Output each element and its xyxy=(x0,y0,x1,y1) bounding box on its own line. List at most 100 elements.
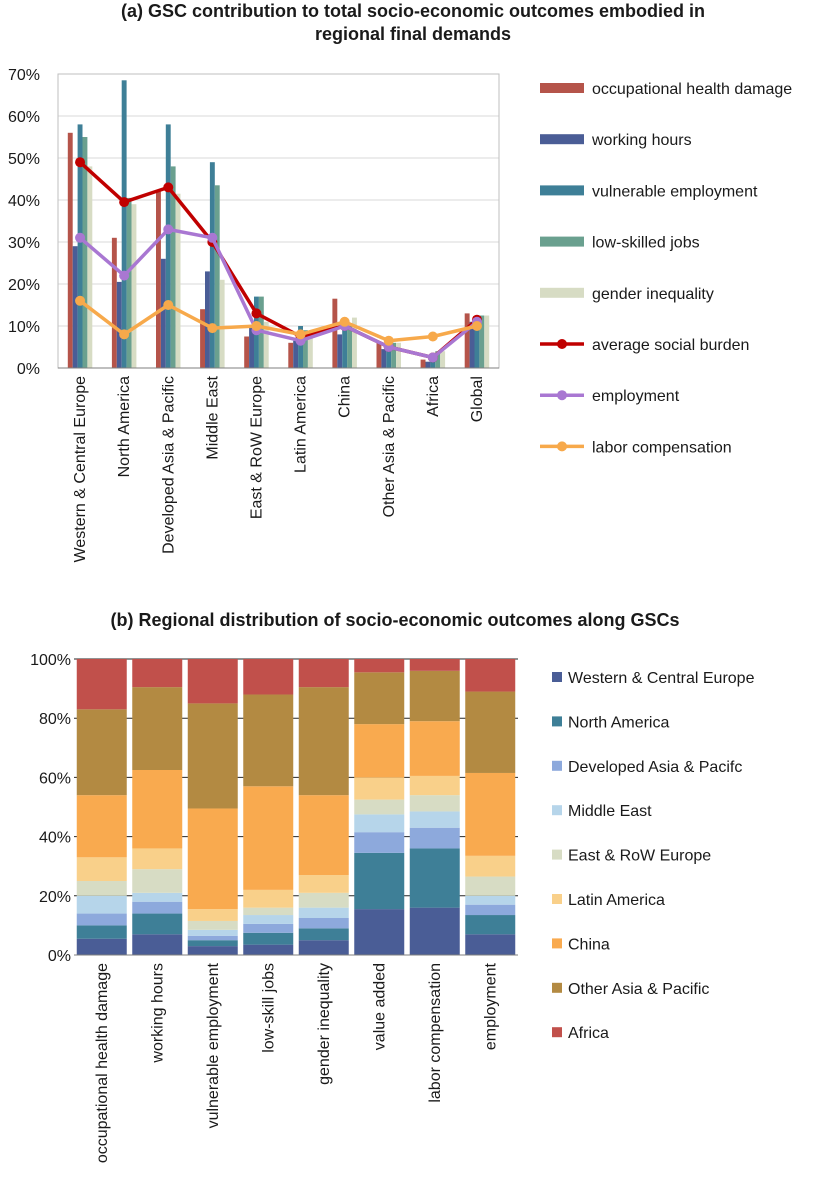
point-employment xyxy=(427,352,438,363)
legend-swatch-b xyxy=(552,760,562,771)
bar-working-hours xyxy=(469,321,475,368)
segment-western-and-central-europe xyxy=(132,934,183,955)
segment-north-america xyxy=(409,848,460,908)
bar-working-hours xyxy=(72,246,78,368)
bar-gender-inequality xyxy=(131,204,137,368)
y-tick-label-a: 10% xyxy=(8,319,40,336)
segment-china xyxy=(243,786,294,890)
y-tick-label-a: 40% xyxy=(8,193,40,210)
segment-east-and-row-europe xyxy=(243,907,294,916)
segment-africa xyxy=(298,659,349,688)
bar-occupational-health-damage xyxy=(420,359,426,368)
x-tick-label-b: vulnerable employment xyxy=(205,962,222,1128)
segment-western-and-central-europe xyxy=(298,940,349,955)
y-tick-label-a: 70% xyxy=(8,67,40,84)
segment-africa xyxy=(354,659,405,673)
segment-china xyxy=(187,808,238,910)
segment-middle-east xyxy=(465,895,516,905)
bar-low-skilled-jobs xyxy=(435,351,441,368)
bar-low-skilled-jobs xyxy=(214,185,220,368)
point-labor-compensation xyxy=(295,329,306,340)
legend-marker-a xyxy=(557,390,567,401)
legend-label-b: China xyxy=(568,936,610,953)
x-tick-label-a: China xyxy=(337,376,354,418)
segment-other-asia-and-pacific xyxy=(298,687,349,796)
y-tick-label-b: 0% xyxy=(48,948,71,965)
y-tick-label-b: 80% xyxy=(39,711,71,728)
bar-vulnerable-employment xyxy=(298,326,303,368)
segment-china xyxy=(76,795,127,858)
segment-east-and-row-europe xyxy=(132,869,183,893)
segment-east-and-row-europe xyxy=(76,881,127,896)
legend-swatch-a xyxy=(540,236,584,247)
legend-label-b: Developed Asia & Pacifc xyxy=(568,759,742,776)
segment-latin-america xyxy=(187,909,238,921)
point-labor-compensation xyxy=(427,331,438,342)
y-tick-label-a: 30% xyxy=(8,235,40,252)
segment-latin-america xyxy=(409,775,460,796)
x-tick-label-a: East & RoW Europe xyxy=(248,376,265,519)
segment-africa xyxy=(409,659,460,671)
point-labor-compensation xyxy=(251,321,262,331)
x-tick-label-b: employment xyxy=(482,962,499,1050)
legend-label-b: East & RoW Europe xyxy=(568,848,711,865)
legend-swatch-b xyxy=(552,716,562,727)
legend-label-a: gender inequality xyxy=(592,286,714,303)
segment-other-asia-and-pacific xyxy=(354,672,405,725)
segment-western-and-central-europe xyxy=(409,907,460,955)
bar-gender-inequality xyxy=(263,321,269,368)
bar-working-hours xyxy=(381,349,387,368)
segment-other-asia-and-pacific xyxy=(187,703,238,809)
segment-developed-asia-and-pacifc xyxy=(187,935,238,941)
point-labor-compensation xyxy=(383,335,394,346)
bar-vulnerable-employment xyxy=(474,317,480,368)
bar-working-hours xyxy=(160,258,166,368)
point-employment xyxy=(207,232,218,243)
segment-western-and-central-europe xyxy=(354,909,405,955)
segment-north-america xyxy=(76,925,127,939)
point-average-social-burden xyxy=(251,308,262,319)
segment-china xyxy=(298,795,349,876)
chart-b: 0% 20% 40% 60% 80% 100% occupational health da… xyxy=(30,652,754,1163)
line-labor-compensation xyxy=(78,299,478,343)
bar-low-skilled-jobs xyxy=(303,330,308,368)
y-tick-label-b: 20% xyxy=(39,889,71,906)
segment-other-asia-and-pacific xyxy=(76,709,127,796)
legend-swatch-b xyxy=(552,1027,562,1038)
segment-western-and-central-europe xyxy=(243,944,294,955)
bar-occupational-health-damage xyxy=(67,132,73,368)
x-tick-label-a: North America xyxy=(116,376,133,477)
segment-other-asia-and-pacific xyxy=(243,694,294,787)
segment-east-and-row-europe xyxy=(298,892,349,908)
y-tick-label-b: 40% xyxy=(39,830,71,847)
legend-swatch-a xyxy=(540,83,584,93)
bar-vulnerable-employment xyxy=(77,124,83,369)
chart-a-title-line1: (a) GSC contribution to total socio-econ… xyxy=(121,1,705,21)
segment-china xyxy=(354,724,405,778)
x-tick-label-a: Latin America xyxy=(293,376,310,473)
legend-swatch-a xyxy=(540,287,584,298)
legend-label-b: Africa xyxy=(568,1025,609,1042)
segment-latin-america xyxy=(298,875,349,893)
point-labor-compensation xyxy=(471,321,482,331)
x-tick-label-a: Global xyxy=(469,376,486,422)
bar-occupational-health-damage xyxy=(244,336,250,368)
legend-label-a: labor compensation xyxy=(592,439,732,456)
segment-east-and-row-europe xyxy=(465,876,516,896)
segment-africa xyxy=(465,659,516,692)
chart-a-title-line2: regional final demands xyxy=(315,24,511,44)
legend-swatch-b xyxy=(552,938,562,949)
x-tick-label-a: Developed Asia & Pacific xyxy=(160,376,177,554)
segment-north-america xyxy=(354,852,405,910)
x-tick-label-b: labor compensation xyxy=(427,963,444,1103)
segment-latin-america xyxy=(132,848,183,870)
legend-swatch-a xyxy=(540,134,584,145)
bar-vulnerable-employment xyxy=(386,347,392,368)
y-tick-label-a: 20% xyxy=(8,277,40,294)
point-average-social-burden xyxy=(75,157,86,168)
bar-vulnerable-employment xyxy=(430,357,436,368)
segment-north-america xyxy=(132,913,183,935)
bar-working-hours xyxy=(293,340,299,368)
legend-label-b: Latin America xyxy=(568,892,665,909)
bar-working-hours xyxy=(249,326,254,368)
